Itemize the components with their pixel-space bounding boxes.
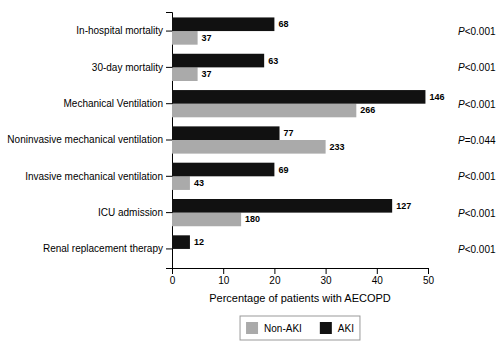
- bar: [172, 163, 274, 177]
- y-tick: 30-day mortality: [92, 62, 172, 73]
- x-tick: 10: [218, 268, 230, 286]
- legend-swatch: [246, 322, 258, 334]
- x-tick-mark: [274, 268, 275, 274]
- plot-area: 0 10 20 30 40 50 Renal replacement therapy ICU …: [7, 13, 496, 305]
- bar: [172, 104, 356, 118]
- count-label: 77: [284, 128, 294, 138]
- count-label: 127: [396, 201, 411, 211]
- bar: [172, 249, 173, 263]
- bar: [172, 54, 264, 68]
- count-label: 146: [429, 92, 444, 102]
- y-tick-label: 30-day mortality: [92, 62, 163, 73]
- count-label: 266: [360, 105, 375, 115]
- legend-frame: [240, 316, 360, 340]
- p-value: P<0.001: [458, 26, 496, 37]
- y-axis: Renal replacement therapy ICU admission In…: [7, 13, 172, 269]
- x-axis: 0 10 20 30 40 50: [170, 268, 435, 286]
- y-axis-line: [166, 13, 173, 269]
- x-tick: 40: [372, 268, 384, 286]
- bar: [172, 235, 190, 249]
- legend-swatch: [320, 322, 332, 334]
- count-label: 69: [278, 165, 288, 175]
- x-tick-label: 30: [321, 275, 333, 286]
- chart-container: 0 10 20 30 40 50 Renal replacement therapy ICU …: [0, 0, 500, 346]
- bar: [172, 31, 198, 45]
- y-tick-label: Invasive mechanical ventilation: [25, 171, 163, 182]
- x-tick-label: 20: [269, 275, 281, 286]
- x-tick: 30: [321, 268, 333, 286]
- count-label: 37: [202, 33, 212, 43]
- bar: [172, 199, 392, 213]
- y-tick-label: Mechanical Ventilation: [63, 98, 163, 109]
- p-value: P<0.001: [458, 98, 496, 109]
- count-label: 37: [202, 69, 212, 79]
- x-axis-title: Percentage of patients with AECOPD: [209, 292, 391, 304]
- bar: [172, 67, 198, 81]
- y-tick-label: In-hospital mortality: [76, 25, 163, 36]
- count-label: 43: [194, 178, 204, 188]
- x-tick-mark: [428, 268, 429, 274]
- p-value: P<0.001: [458, 243, 496, 254]
- bar: [172, 126, 280, 140]
- y-tick-label: Renal replacement therapy: [43, 243, 163, 254]
- p-value: P<0.001: [458, 207, 496, 218]
- count-labels: 180 43 233 266 37 37 12 127 69 77 146 63 68: [194, 19, 445, 247]
- y-tick-mark: [166, 31, 172, 32]
- p-value: P<0.001: [458, 62, 496, 73]
- x-tick: 0: [170, 268, 176, 286]
- x-tick-label: 0: [170, 275, 176, 286]
- bars: [172, 17, 425, 248]
- count-label: 68: [278, 19, 288, 29]
- x-tick-mark: [326, 268, 327, 274]
- y-tick-mark: [166, 212, 172, 213]
- bar: [172, 176, 190, 190]
- count-label: 63: [268, 56, 278, 66]
- x-tick: 20: [269, 268, 281, 286]
- x-tick-label: 10: [218, 275, 230, 286]
- legend-label: Non-AKI: [264, 323, 302, 334]
- p-value: P<0.001: [458, 171, 496, 182]
- y-tick: ICU admission: [98, 207, 172, 218]
- x-tick: 50: [423, 268, 435, 286]
- y-tick-label: Noninvasive mechanical ventilation: [7, 134, 163, 145]
- y-tick-mark: [166, 176, 172, 177]
- x-tick-label: 50: [423, 275, 435, 286]
- chart-svg: 0 10 20 30 40 50 Renal replacement therapy ICU …: [0, 0, 500, 346]
- y-tick-mark: [166, 248, 172, 249]
- y-tick: Noninvasive mechanical ventilation: [7, 134, 172, 145]
- bar: [172, 140, 326, 154]
- p-value: P=0.044: [458, 135, 496, 146]
- y-tick-label: ICU admission: [98, 207, 163, 218]
- p-values: P<0.001 P<0.001 P<0.001 P=0.044 P<0.001 P<0.0…: [458, 26, 496, 255]
- bar: [172, 90, 425, 104]
- y-tick-mark: [166, 103, 172, 104]
- count-label: 180: [245, 214, 260, 224]
- y-tick: In-hospital mortality: [76, 25, 172, 36]
- y-tick: Invasive mechanical ventilation: [25, 171, 172, 182]
- bar: [172, 213, 241, 227]
- x-axis-line: [173, 269, 429, 275]
- y-tick-mark: [166, 140, 172, 141]
- legend: Non-AKI AKI: [240, 316, 360, 340]
- x-tick-mark: [223, 268, 224, 274]
- y-tick-mark: [166, 67, 172, 68]
- x-tick-mark: [377, 268, 378, 274]
- bar: [172, 17, 274, 31]
- count-label: 12: [194, 237, 204, 247]
- y-tick: Mechanical Ventilation: [63, 98, 172, 109]
- count-label: 233: [330, 142, 345, 152]
- x-tick-label: 40: [372, 275, 384, 286]
- y-tick: Renal replacement therapy: [43, 243, 172, 254]
- legend-label: AKI: [338, 323, 354, 334]
